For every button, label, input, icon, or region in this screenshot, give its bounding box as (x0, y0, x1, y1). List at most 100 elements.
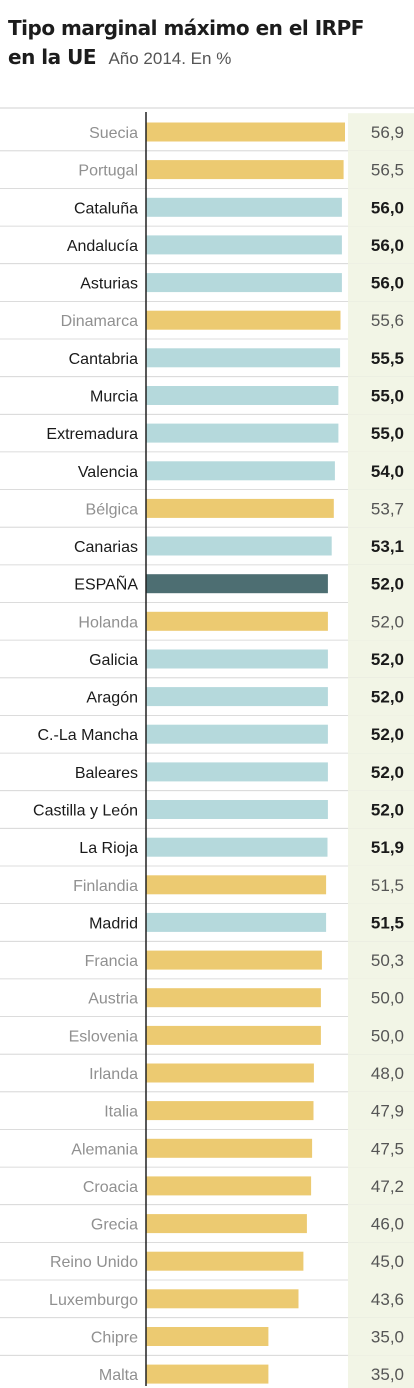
value-band (348, 301, 414, 339)
value-label: 45,0 (371, 1252, 404, 1271)
bar (146, 536, 332, 556)
value-band (348, 715, 414, 753)
chart-title-line-1: Tipo marginal máximo en el IRPF (8, 14, 408, 43)
bar (146, 649, 328, 669)
category-label: Grecia (91, 1217, 138, 1234)
value-bands (348, 113, 414, 1388)
category-label: Andalucía (67, 238, 138, 255)
category-label: Croacia (83, 1179, 138, 1196)
value-label: 50,3 (371, 951, 404, 970)
category-label: Reino Unido (50, 1254, 138, 1271)
bars (146, 122, 345, 1384)
value-band (348, 451, 414, 490)
value-band (348, 753, 414, 791)
value-band (348, 1129, 414, 1168)
value-band (348, 640, 414, 678)
value-band (348, 1091, 414, 1130)
category-label: Irlanda (89, 1066, 138, 1083)
category-label: Madrid (89, 915, 138, 932)
bar (146, 875, 327, 895)
value-band (348, 414, 414, 452)
bar (146, 235, 342, 255)
bar (146, 950, 322, 970)
category-label: Finlandia (73, 878, 138, 895)
value-label: 55,0 (371, 424, 404, 443)
category-label: Cantabria (69, 351, 138, 368)
value-label: 52,0 (371, 801, 404, 820)
category-label: Aragón (86, 690, 138, 707)
value-band (348, 1054, 414, 1092)
category-label: La Rioja (79, 840, 138, 857)
value-band (348, 339, 414, 377)
category-label: Cataluña (74, 200, 138, 217)
value-band (348, 602, 414, 641)
bar (146, 498, 334, 518)
value-label: 48,0 (371, 1064, 404, 1083)
value-label: 51,5 (371, 913, 404, 932)
bar (146, 837, 328, 857)
value-band (348, 903, 414, 942)
bar (146, 687, 328, 707)
value-label: 56,0 (371, 236, 404, 255)
category-label: Luxemburgo (49, 1292, 138, 1309)
bar (146, 423, 339, 443)
value-label: 56,9 (371, 123, 404, 142)
value-band (348, 113, 414, 151)
value-band (348, 1204, 414, 1243)
bar (146, 1251, 304, 1271)
category-label: Galicia (89, 652, 138, 669)
value-label: 35,0 (371, 1365, 404, 1384)
value-label: 52,0 (371, 763, 404, 782)
value-label: 52,0 (371, 612, 404, 631)
bar (146, 724, 328, 744)
category-label: Canarias (74, 539, 138, 556)
category-label: Suecia (89, 125, 138, 142)
value-band (348, 790, 414, 829)
value-label: 46,0 (371, 1215, 404, 1234)
value-band (348, 263, 414, 302)
category-label: Extremadura (46, 426, 138, 443)
bar (146, 1138, 313, 1158)
bar (146, 1063, 314, 1083)
value-label: 35,0 (371, 1328, 404, 1347)
value-band (348, 1317, 414, 1356)
value-label: 47,9 (371, 1102, 404, 1121)
bar (146, 1364, 269, 1384)
value-labels: 56,9 56,5 56,0 56,0 56,0 55,6 55,5 55,0 55,0 54,0… (371, 123, 404, 1384)
row-separators (0, 107, 414, 1356)
chart-title: Tipo marginal máximo en el IRPF (8, 16, 364, 40)
value-label: 55,5 (371, 349, 404, 368)
category-label: Holanda (78, 614, 138, 631)
value-band (348, 188, 414, 227)
value-label: 53,1 (371, 537, 404, 556)
bar (146, 762, 328, 782)
category-label: Murcia (90, 389, 138, 406)
bar (146, 1101, 314, 1121)
category-label: Castilla y León (33, 803, 138, 820)
bar (146, 1025, 321, 1045)
value-label: 53,7 (371, 499, 404, 518)
category-label: ESPAÑA (74, 574, 138, 594)
chart-title-line-2: en la UE Año 2014. En % (8, 43, 408, 72)
chart-title-continuation: en la UE (8, 45, 96, 69)
value-label: 55,0 (371, 387, 404, 406)
value-band (348, 226, 414, 264)
bar (146, 461, 335, 481)
category-label: Portugal (78, 163, 138, 180)
value-label: 51,5 (371, 876, 404, 895)
value-band (348, 866, 414, 904)
category-label: Chipre (91, 1330, 138, 1347)
bar (146, 197, 342, 217)
value-band (348, 376, 414, 415)
value-label: 56,0 (371, 198, 404, 217)
category-label: Eslovenia (69, 1028, 138, 1045)
value-label: 50,0 (371, 989, 404, 1008)
value-label: 52,0 (371, 650, 404, 669)
bar (146, 1289, 299, 1309)
value-band (348, 1167, 414, 1205)
bar (146, 912, 327, 932)
value-label: 47,5 (371, 1139, 404, 1158)
value-band (348, 564, 414, 603)
bar (146, 800, 328, 819)
value-band (348, 941, 414, 979)
